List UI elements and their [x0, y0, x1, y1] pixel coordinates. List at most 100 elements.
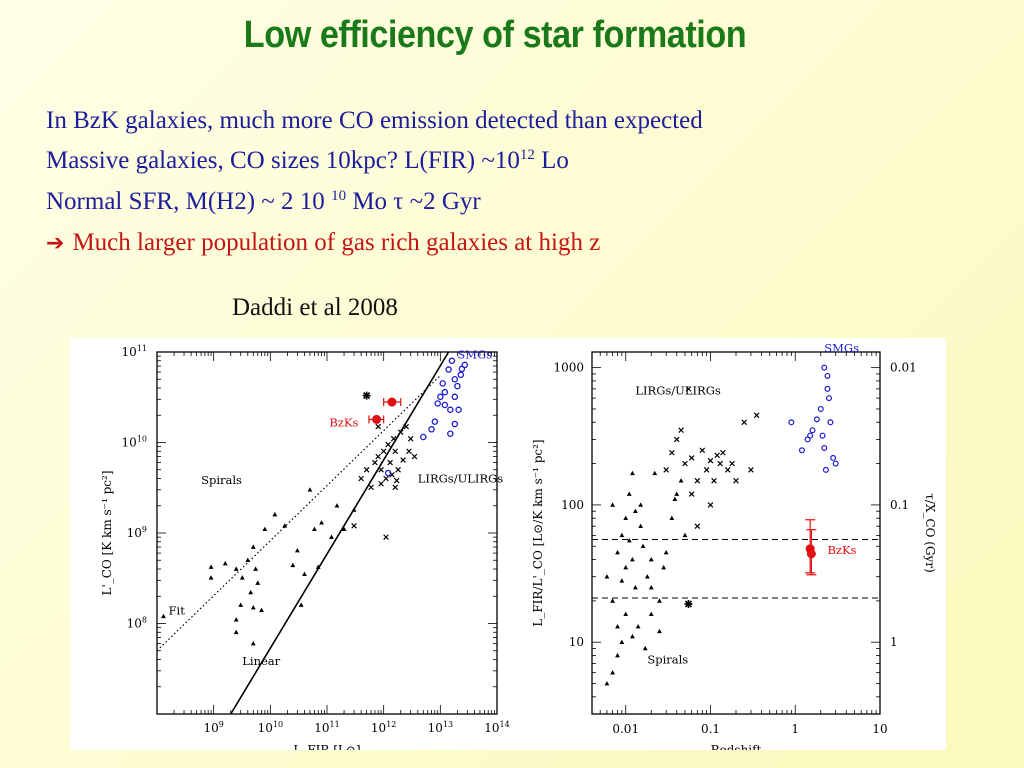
cross-point — [688, 491, 695, 497]
star-point — [362, 391, 371, 400]
cross-point — [748, 467, 754, 473]
cross-point — [663, 467, 669, 473]
triangle-point — [615, 652, 620, 658]
bzk-point — [387, 397, 397, 407]
cross-point — [707, 457, 714, 464]
cross-point — [392, 484, 399, 491]
triangle-point — [682, 532, 688, 538]
slide-title: Low efficiency of star formation — [243, 14, 747, 56]
cross-point — [387, 459, 393, 466]
triangle-point — [663, 549, 669, 555]
triangle-point — [648, 556, 654, 562]
circle-point — [821, 364, 828, 371]
circle-point — [448, 357, 456, 365]
y-axis-label: L'_CO [K km s⁻¹ pc²] — [100, 470, 114, 595]
triangle-point — [672, 496, 678, 502]
y-tick-label: 109 — [127, 525, 147, 540]
x-tick-label: 1011 — [314, 720, 339, 735]
plot-frame — [156, 351, 498, 715]
triangle-point — [341, 526, 347, 532]
triangle-point — [298, 602, 304, 607]
cross-point — [383, 534, 389, 540]
circle-point — [825, 395, 832, 402]
y-tick-label: 100 — [561, 498, 584, 512]
cross-point — [393, 477, 400, 484]
circle-point — [447, 406, 454, 414]
cross-point — [682, 460, 688, 467]
triangle-point — [312, 526, 317, 532]
arrow-right-icon: ➔ — [46, 231, 65, 256]
cross-point — [378, 480, 384, 487]
annotation-label: BzKs — [827, 543, 856, 557]
triangle-point — [644, 574, 650, 579]
figure-plots: 109 1010 1011 1012 1013 101410810910101011L_F… — [100, 341, 937, 750]
y-axis-label: L_FIR/L'_CO [L⊙/K km s⁻¹ pc²] — [531, 439, 545, 626]
cross-point — [351, 523, 357, 529]
circle-point — [827, 419, 834, 426]
cross-point — [699, 447, 706, 454]
triangle-point — [610, 670, 615, 675]
circle-point — [461, 361, 469, 369]
annotation-label: SMGs — [824, 341, 859, 355]
x-tick-label: 0.1 — [701, 722, 720, 736]
triangle-point — [319, 520, 324, 525]
triangle-point — [623, 564, 629, 570]
triangle-point — [632, 584, 638, 590]
annotation-label: LIRGs/ULIRGs — [635, 383, 721, 397]
y-tick-label: 1010 — [122, 435, 147, 450]
circle-point — [441, 388, 449, 396]
cross-point — [724, 467, 731, 473]
x-axis-label: L_FIR [L⊙] — [293, 743, 360, 750]
cross-point — [720, 449, 726, 456]
cross-point — [688, 455, 695, 461]
cross-point — [717, 460, 723, 467]
superscript-exponent: 12 — [519, 147, 535, 163]
triangle-point — [250, 604, 256, 610]
cross-point — [673, 436, 680, 443]
circle-point — [451, 375, 459, 383]
triangle-point — [619, 532, 625, 538]
triangle-point — [351, 507, 357, 512]
x-tick-label: 1 — [791, 722, 799, 736]
cross-point — [703, 467, 710, 473]
triangle-point — [678, 478, 684, 483]
cross-point — [406, 448, 412, 455]
line-text: Massive galaxies, CO sizes 10kpc? L(FIR)… — [46, 147, 520, 174]
triangle-point — [635, 623, 641, 629]
circle-point — [824, 385, 831, 392]
annotation-label: LIRGs/ULIRGs — [418, 472, 504, 486]
circle-point — [447, 430, 454, 437]
triangle-point — [233, 566, 239, 571]
triangle-point — [233, 617, 239, 622]
triangle-point — [630, 470, 635, 476]
cross-point — [395, 466, 401, 473]
triangle-point — [638, 502, 644, 507]
triangle-point — [626, 491, 632, 496]
superscript-exponent: 10 — [331, 188, 347, 204]
annotation-label: BzKs — [329, 416, 358, 430]
triangle-point — [640, 543, 646, 549]
y2-axis-label: τ/X_CO (Gyr) — [923, 493, 937, 573]
triangle-point — [161, 613, 166, 619]
circle-point — [454, 382, 461, 390]
triangle-point — [648, 611, 654, 616]
cross-point — [375, 423, 381, 430]
annotation-label: Fit — [169, 604, 186, 618]
cross-point — [368, 484, 374, 491]
triangle-point — [259, 607, 264, 613]
bullet-bzk-co-emission: In BzK galaxies, much more CO emission d… — [46, 107, 703, 134]
triangle-point — [334, 503, 340, 508]
bullet-massive-galaxies: Massive galaxies, CO sizes 10kpc? L(FIR)… — [46, 147, 569, 175]
triangle-point — [623, 611, 629, 616]
triangle-point — [262, 526, 268, 532]
cross-point — [383, 475, 389, 482]
y-tick-label: 108 — [127, 616, 147, 631]
cross-point — [685, 386, 692, 392]
triangle-point — [315, 564, 321, 569]
triangle-point — [648, 584, 654, 590]
cross-point — [733, 477, 739, 484]
chart-1: 109 1010 1011 1012 1013 1014 108 109 1010 1011 L_F… — [100, 344, 510, 750]
triangle-point — [307, 487, 313, 492]
circle-point — [809, 427, 816, 434]
cross-point — [411, 453, 418, 460]
